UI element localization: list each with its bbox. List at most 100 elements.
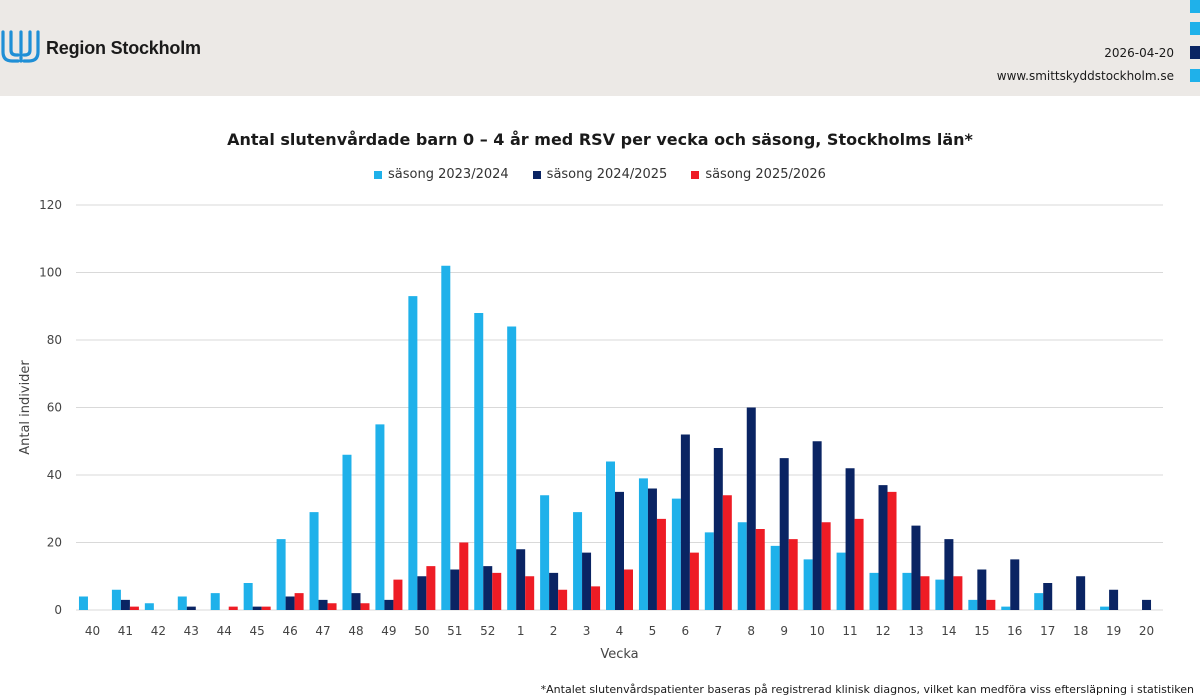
website-url[interactable]: www.smittskyddstockholm.se [996, 69, 1174, 83]
bar-18-series-1 [1076, 576, 1086, 610]
bar-52-series-2 [492, 572, 502, 610]
x-tick-label: 47 [315, 624, 330, 638]
bar-17-series-1 [1043, 583, 1053, 610]
bar-3-series-2 [591, 586, 601, 610]
x-tick-label: 6 [682, 624, 690, 638]
bar-8-series-0 [737, 522, 747, 610]
bar-6-series-0 [671, 498, 681, 610]
bar-3-series-1 [582, 552, 592, 610]
bar-44-series-2 [228, 606, 238, 610]
bar-51-series-0 [441, 265, 451, 610]
bar-10-series-1 [812, 441, 822, 610]
y-tick-label: 60 [47, 401, 62, 415]
bar-12-series-1 [878, 485, 888, 610]
bar-45-series-2 [261, 606, 271, 610]
bar-19-series-0 [1100, 606, 1110, 610]
bar-12-series-0 [869, 572, 879, 610]
x-tick-label: 20 [1139, 624, 1154, 638]
x-tick-label: 15 [974, 624, 989, 638]
report-date: 2026-04-20 [1104, 46, 1174, 60]
bar-2-series-0 [540, 495, 550, 610]
bar-19-series-1 [1109, 589, 1119, 610]
y-tick-label: 0 [54, 603, 62, 617]
x-tick-label: 48 [348, 624, 363, 638]
bar-2-series-1 [549, 572, 559, 610]
bar-41-series-1 [120, 599, 130, 610]
bar-41-series-0 [111, 589, 121, 610]
bar-17-series-0 [1034, 593, 1044, 610]
bar-4-series-0 [606, 461, 615, 610]
x-tick-label: 17 [1040, 624, 1055, 638]
brand-name: Region Stockholm [46, 37, 201, 58]
bar-44-series-0 [210, 593, 220, 610]
bar-7-series-0 [704, 532, 714, 610]
bar-49-series-0 [375, 424, 385, 610]
y-tick-label: 80 [47, 333, 62, 347]
bar-46-series-0 [276, 539, 286, 610]
x-tick-label: 2 [550, 624, 558, 638]
bar-7-series-2 [722, 495, 732, 610]
corner-square [1190, 22, 1200, 35]
y-tick-label: 20 [47, 536, 62, 550]
bar-11-series-2 [854, 518, 864, 610]
bar-3-series-0 [573, 512, 583, 610]
bar-47-series-2 [327, 603, 337, 610]
bar-51-series-1 [450, 569, 460, 610]
chart-legend: säsong 2023/2024 säsong 2024/2025 säsong… [0, 167, 1200, 182]
bar-48-series-2 [360, 603, 370, 610]
bar-48-series-0 [342, 454, 352, 610]
bar-15-series-2 [986, 599, 996, 610]
region-stockholm-logo[interactable]: Region Stockholm [0, 28, 201, 68]
chart-title: Antal slutenvårdade barn 0 – 4 år med RS… [227, 130, 973, 149]
bar-14-series-2 [953, 576, 963, 610]
corner-square [1190, 46, 1200, 59]
bar-14-series-0 [935, 579, 945, 610]
bar-1-series-2 [525, 576, 535, 610]
bar-46-series-1 [285, 596, 295, 610]
x-tick-label: 45 [250, 624, 265, 638]
bar-12-series-2 [887, 491, 897, 610]
bar-45-series-1 [252, 606, 262, 610]
bar-15-series-0 [968, 599, 978, 610]
bar-11-series-1 [845, 468, 855, 610]
x-tick-label: 7 [714, 624, 722, 638]
bar-5-series-2 [656, 518, 666, 610]
bar-10-series-2 [821, 522, 831, 610]
header-bar: Region Stockholm 2026-04-20 www.smittsky… [0, 0, 1200, 96]
bar-4-series-2 [624, 569, 633, 610]
legend-label: säsong 2024/2025 [546, 167, 668, 182]
x-tick-label: 42 [151, 624, 166, 638]
bar-50-series-1 [417, 576, 427, 610]
bar-13-series-1 [911, 525, 921, 610]
bar-1-series-1 [516, 549, 526, 610]
bar-52-series-0 [474, 313, 484, 610]
bar-41-series-2 [129, 606, 139, 610]
legend-item-2023-2024[interactable]: säsong 2023/2024 [374, 167, 509, 182]
x-tick-label: 1 [517, 624, 525, 638]
x-tick-label: 11 [842, 624, 857, 638]
bar-47-series-1 [318, 599, 328, 610]
x-axis-label: Vecka [600, 647, 638, 662]
bar-46-series-2 [294, 593, 304, 610]
x-tick-label: 4 [616, 624, 624, 638]
bar-43-series-1 [186, 606, 196, 610]
y-axis-label: Antal individer [18, 360, 33, 455]
x-tick-label: 51 [447, 624, 462, 638]
legend-label: säsong 2023/2024 [388, 167, 509, 182]
legend-item-2025-2026[interactable]: säsong 2025/2026 [691, 167, 826, 182]
x-tick-label: 50 [414, 624, 429, 638]
bar-6-series-2 [689, 552, 699, 610]
footnote: *Antalet slutenvårdspatienter baseras på… [540, 683, 1194, 696]
bar-48-series-1 [351, 593, 361, 610]
x-tick-label: 44 [217, 624, 232, 638]
bar-51-series-2 [459, 542, 469, 610]
legend-swatch [691, 170, 700, 179]
legend-swatch [532, 170, 541, 179]
bar-49-series-1 [384, 599, 394, 610]
legend-label: säsong 2025/2026 [705, 167, 826, 182]
y-tick-label: 100 [39, 266, 62, 280]
legend-item-2024-2025[interactable]: säsong 2024/2025 [532, 167, 668, 182]
x-tick-label: 16 [1007, 624, 1022, 638]
bar-45-series-0 [243, 583, 253, 610]
